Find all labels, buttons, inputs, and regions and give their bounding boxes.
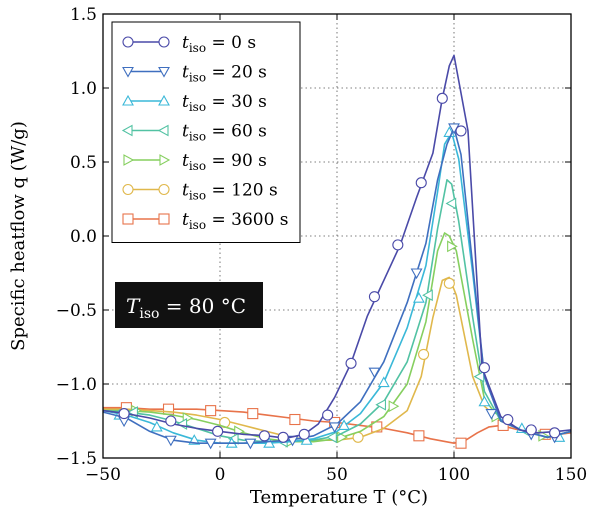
legend-marker xyxy=(158,94,170,106)
y-tick-label: 1.0 xyxy=(70,79,97,99)
data-point xyxy=(368,367,381,379)
data-point xyxy=(205,405,217,417)
annotation-box: Tiso = 80 °C xyxy=(115,282,263,328)
series-line xyxy=(103,127,571,444)
x-tick-label: 150 xyxy=(555,465,587,485)
data-point xyxy=(298,428,310,440)
series-layer xyxy=(103,54,571,450)
legend-marker xyxy=(122,36,134,48)
data-point xyxy=(164,435,177,447)
data-point xyxy=(289,413,301,426)
data-point xyxy=(525,424,537,436)
data-point xyxy=(418,348,430,360)
data-point xyxy=(338,419,350,430)
legend-box xyxy=(111,21,301,243)
data-point xyxy=(502,413,514,426)
x-tick-label: 0 xyxy=(215,465,226,485)
data-point xyxy=(368,291,380,303)
data-point xyxy=(478,362,490,374)
y-tick-label: 1.5 xyxy=(70,5,97,25)
data-point xyxy=(326,431,337,444)
data-point xyxy=(447,240,458,253)
data-point xyxy=(413,430,425,442)
legend-marker xyxy=(158,66,170,78)
data-point xyxy=(345,357,357,369)
data-point xyxy=(478,395,491,407)
y-tick-label: 0.5 xyxy=(70,153,97,173)
data-point xyxy=(443,277,455,289)
x-tick-label: 50 xyxy=(326,465,348,485)
data-point xyxy=(258,430,271,442)
annotation-label: Tiso = 80 °C xyxy=(126,294,246,322)
legend-label: tiso = 30 s xyxy=(182,92,267,114)
y-tick-label: 0.0 xyxy=(70,227,97,247)
data-point xyxy=(415,177,427,189)
legend-marker xyxy=(121,124,133,137)
data-point xyxy=(263,437,276,448)
legend-marker xyxy=(158,183,170,196)
x-tick-label: 100 xyxy=(438,465,470,485)
legend-marker xyxy=(123,154,135,166)
data-point xyxy=(436,92,448,104)
legend-label: tiso = 3600 s xyxy=(182,210,289,232)
legend-label: tiso = 0 s xyxy=(182,33,256,55)
data-point xyxy=(328,422,341,434)
y-tick-label: −0.5 xyxy=(56,301,97,321)
data-point xyxy=(392,239,404,251)
data-point xyxy=(377,376,390,388)
legend-marker xyxy=(122,94,134,106)
data-point xyxy=(277,431,289,443)
data-point xyxy=(445,197,457,210)
legend-marker xyxy=(159,154,171,166)
y-tick-label: −1.5 xyxy=(56,449,97,469)
legend-marker xyxy=(122,66,134,78)
ticks: −50 0 50 100 150 −1.5 −1.0 −0.5 0.0 0.5 1.0 1.5 xyxy=(56,5,588,485)
data-point xyxy=(322,409,334,421)
data-point xyxy=(455,437,467,449)
data-point xyxy=(204,438,217,450)
data-point xyxy=(410,268,423,280)
legend: tiso = 0 s tiso = 20 s tiso = 30 s tiso = 6… xyxy=(111,21,301,243)
data-point xyxy=(176,418,188,430)
data-point xyxy=(165,415,177,427)
data-point xyxy=(549,427,561,439)
legend-marker xyxy=(157,124,169,137)
y-tick-label: −1.0 xyxy=(56,375,97,395)
x-tick-label: −50 xyxy=(85,465,121,485)
data-point xyxy=(375,398,387,411)
series-0 xyxy=(103,54,571,443)
legend-label: tiso = 120 s xyxy=(182,181,278,203)
data-point xyxy=(150,420,163,432)
x-axis-label: Temperature T (°C) xyxy=(250,487,428,508)
legend-marker xyxy=(122,183,134,196)
data-point xyxy=(247,408,259,420)
y-axis-label-text: Specific heatflow q (W/g) xyxy=(8,121,29,351)
data-point xyxy=(455,125,467,137)
data-point xyxy=(485,409,498,420)
legend-label: tiso = 20 s xyxy=(182,63,267,85)
legend-label: tiso = 60 s xyxy=(182,122,267,144)
data-point xyxy=(412,292,425,303)
y-axis-label: Specific heatflow q (W/g) xyxy=(8,121,29,351)
data-point xyxy=(244,438,257,450)
legend-marker xyxy=(158,213,170,225)
data-point xyxy=(118,408,130,420)
data-point xyxy=(422,289,433,302)
legend-label: tiso = 90 s xyxy=(182,151,267,173)
data-point xyxy=(388,400,400,413)
x-axis-label-text: Temperature T (°C) xyxy=(250,487,428,508)
legend-marker xyxy=(158,36,170,48)
legend-marker xyxy=(122,213,134,225)
data-point xyxy=(212,425,224,437)
annotation-background xyxy=(115,282,263,328)
